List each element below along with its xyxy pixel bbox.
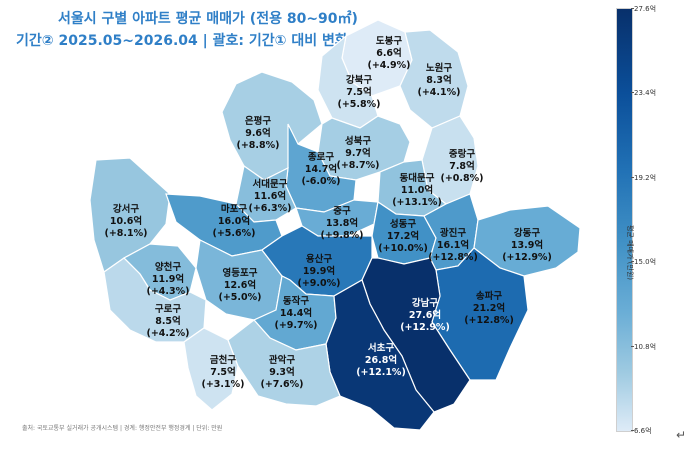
district-change: (+8.7%): [337, 160, 380, 171]
district-change: (+0.8%): [441, 173, 484, 184]
legend-color-bar: [616, 8, 633, 432]
district-price: 8.3억: [426, 74, 452, 86]
district-price: 7.8억: [449, 160, 475, 172]
district-price: 7.5억: [210, 366, 236, 378]
legend-tick-mark: [631, 8, 634, 9]
district-price: 13.9억: [511, 239, 543, 251]
district-change: (+12.9%): [400, 322, 450, 333]
legend-tick-label: 19.2억: [634, 173, 657, 182]
map-subtitle: 기간② 2025.05~2026.04 | 괄호: 기간① 대비 변화율: [16, 33, 361, 49]
district-price: 11.6억: [254, 190, 286, 202]
district-24-shape: [227, 319, 341, 407]
district-change: (+5.0%): [219, 292, 262, 303]
district-price: 11.0억: [401, 184, 433, 196]
district-name: 강남구: [412, 297, 438, 309]
legend-title: 평균 매매가 (만원): [626, 225, 634, 280]
district-name: 영등포구: [223, 267, 258, 279]
district-price: 19.9억: [303, 265, 335, 277]
district-name: 송파구: [476, 290, 502, 302]
district-change: (+8.1%): [105, 228, 148, 239]
district-change: (+7.6%): [261, 379, 304, 390]
district-name: 서대문구: [253, 178, 288, 190]
district-name: 노원구: [426, 62, 452, 74]
district-name: 구로구: [155, 304, 181, 315]
map-title: 서울시 구별 아파트 평균 매매가 (전용 80~90㎡): [58, 11, 358, 27]
district-name: 성동구: [390, 218, 416, 230]
district-name: 중랑구: [449, 148, 475, 160]
district-2-shape: [317, 34, 379, 129]
district-name: 광진구: [440, 227, 466, 239]
district-name: 중구: [333, 206, 351, 217]
district-price: 27.6억: [409, 309, 441, 321]
legend-tick-mark: [631, 92, 634, 94]
district-name: 도봉구: [376, 36, 402, 47]
district-price: 21.2억: [473, 302, 505, 314]
district-change: (+12.8%): [464, 315, 514, 326]
district-name: 동작구: [283, 295, 309, 307]
district-change: (+13.1%): [392, 197, 442, 208]
district-change: (+12.9%): [502, 252, 552, 263]
district-change: (+12.1%): [356, 367, 406, 378]
legend-tick-label: 15.0억: [634, 258, 657, 267]
district-price: 6.6억: [376, 47, 402, 59]
district-price: 12.6억: [224, 279, 256, 291]
district-price: 17.2억: [387, 230, 419, 242]
district-23-shape: [183, 327, 239, 411]
district-change: (+4.3%): [147, 286, 190, 297]
district-name: 동대문구: [400, 172, 435, 184]
district-name: 성북구: [345, 135, 371, 147]
district-name: 은평구: [245, 115, 271, 127]
district-18-shape: [103, 257, 207, 343]
district-price: 10.6억: [110, 215, 142, 227]
district-price: 9.3억: [269, 366, 295, 378]
district-change: (-6.0%): [302, 176, 341, 187]
district-change: (+10.0%): [378, 243, 428, 254]
district-price: 9.6억: [245, 127, 271, 139]
district-change: (+9.0%): [298, 278, 341, 289]
district-change: (+9.7%): [275, 320, 318, 331]
district-change: (+6.3%): [249, 203, 292, 214]
district-change: (+12.8%): [428, 252, 478, 263]
district-price: 13.8억: [326, 217, 358, 229]
district-name: 양천구: [155, 261, 181, 273]
district-name: 마포구: [221, 203, 247, 215]
district-price: 8.5억: [155, 315, 181, 327]
legend-tick-label: 23.4억: [634, 89, 657, 98]
district-price: 16.0억: [218, 215, 250, 227]
district-price: 26.8억: [365, 354, 397, 366]
district-name: 서초구: [368, 342, 394, 354]
district-price: 7.5억: [346, 86, 372, 98]
district-name: 용산구: [306, 253, 332, 265]
district-name: 강서구: [113, 203, 139, 215]
district-price: 14.4억: [280, 307, 312, 319]
district-name: 강북구: [346, 74, 372, 86]
legend-tick-mark: [631, 176, 634, 178]
district-change: (+5.6%): [213, 228, 256, 239]
district-change: (+4.9%): [368, 60, 411, 71]
district-name: 종로구: [308, 152, 334, 163]
return-arrow-icon: ↵: [676, 428, 687, 442]
district-change: (+4.2%): [147, 328, 190, 339]
district-price: 14.7억: [305, 163, 337, 175]
district-price: 16.1억: [437, 239, 469, 251]
district-price: 9.7억: [345, 147, 371, 159]
source-note: 출처: 국토교통부 실거래가 공개시스템 | 경계: 행정안전부 행정경계 | …: [22, 425, 223, 432]
district-change: (+3.1%): [202, 379, 245, 390]
district-name: 금천구: [210, 355, 236, 366]
district-change: (+8.8%): [237, 140, 280, 151]
legend-tick-mark: [631, 345, 634, 347]
district-change: (+9.8%): [321, 230, 364, 241]
district-change: (+4.1%): [418, 87, 461, 98]
legend-tick-label: 6.6억: [634, 427, 652, 435]
district-name: 관악구: [269, 354, 295, 366]
district-name: 강동구: [514, 227, 540, 239]
legend-tick-label: 27.6억: [634, 5, 657, 13]
district-price: 11.9억: [152, 273, 184, 285]
district-change: (+5.8%): [338, 99, 381, 110]
district-22-shape: [325, 279, 435, 431]
legend-tick-label: 10.8억: [634, 342, 657, 351]
legend-tick-mark: [631, 261, 634, 263]
legend-tick-mark: [631, 430, 634, 431]
